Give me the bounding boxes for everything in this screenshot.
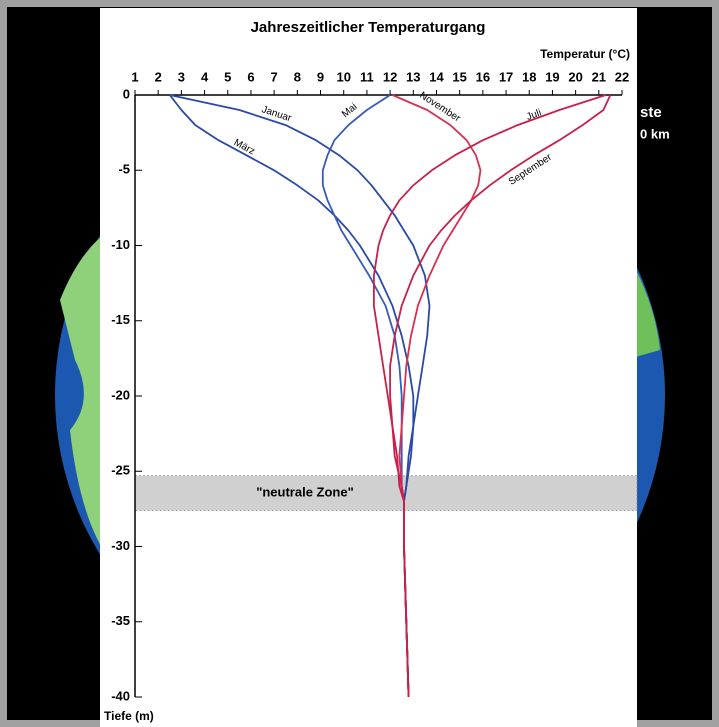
land — [60, 230, 110, 560]
x-tick-label: 22 — [615, 69, 629, 84]
x-tick-label: 10 — [336, 69, 350, 84]
y-axis-label: Tiefe (m) — [104, 709, 154, 723]
y-tick-label: -30 — [111, 538, 130, 553]
y-tick-label: -5 — [118, 162, 130, 177]
series-label: Juli — [525, 108, 543, 123]
x-tick-label: 3 — [178, 69, 185, 84]
neutral-zone — [134, 475, 638, 511]
x-tick-label: 12 — [383, 69, 397, 84]
x-tick-label: 7 — [271, 69, 278, 84]
x-tick-label: 21 — [592, 69, 606, 84]
y-tick-label: -10 — [111, 237, 130, 252]
chart-panel — [100, 8, 637, 727]
x-tick-label: 13 — [406, 69, 420, 84]
x-tick-label: 19 — [545, 69, 559, 84]
x-tick-label: 16 — [476, 69, 490, 84]
x-tick-label: 6 — [247, 69, 254, 84]
y-tick-label: -15 — [111, 312, 130, 327]
x-tick-label: 14 — [429, 69, 444, 84]
x-tick-label: 4 — [201, 69, 209, 84]
x-tick-label: 18 — [522, 69, 536, 84]
x-tick-label: 8 — [294, 69, 301, 84]
background-label: ste — [640, 104, 662, 121]
x-axis-label: Temperatur (°C) — [540, 47, 630, 61]
y-tick-label: -20 — [111, 387, 130, 402]
y-tick-label: -40 — [111, 688, 130, 703]
x-tick-label: 17 — [499, 69, 513, 84]
temperature-line — [169, 94, 415, 698]
x-tick-label: 1 — [131, 69, 138, 84]
background-label: 0 km — [640, 126, 670, 141]
y-tick-label: -35 — [111, 613, 130, 628]
y-tick-label: -25 — [111, 463, 130, 478]
temperature-line — [389, 94, 612, 698]
annotation: "neutrale Zone" — [256, 485, 354, 500]
x-tick-label: 5 — [224, 69, 231, 84]
x-tick-label: 20 — [568, 69, 582, 84]
temperature-line — [373, 94, 607, 698]
x-tick-label: 2 — [155, 69, 162, 84]
y-tick-label: 0 — [123, 86, 130, 101]
chart-title: Jahreszeitlicher Temperaturgang — [251, 19, 486, 36]
x-tick-label: 11 — [360, 69, 374, 84]
x-tick-label: 9 — [317, 69, 324, 84]
x-tick-label: 15 — [452, 69, 466, 84]
